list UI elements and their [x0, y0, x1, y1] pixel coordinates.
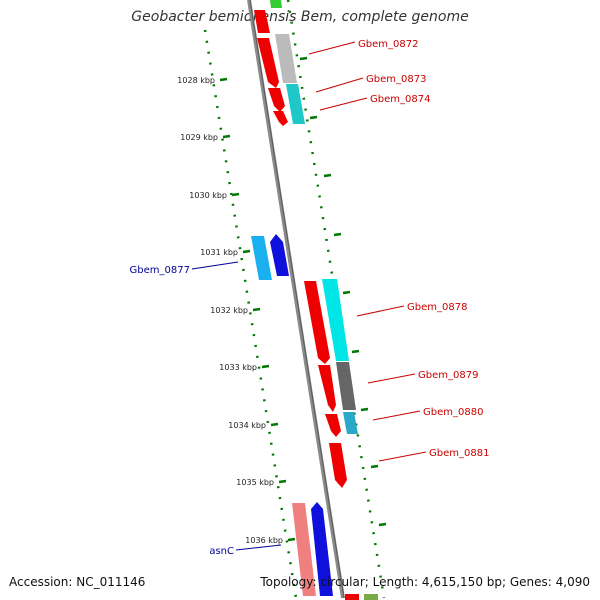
kbp-tick	[270, 422, 279, 427]
gene-block-cyan	[322, 279, 349, 361]
gene-block-gray	[275, 34, 297, 83]
gene-label[interactable]: Gbem_0879	[418, 370, 478, 381]
gene-block-red	[304, 281, 330, 364]
track-tick	[351, 349, 360, 354]
kbp-tick	[261, 364, 270, 369]
gene-label-leader	[308, 41, 356, 55]
gene-label-leader	[372, 410, 421, 421]
track-tick	[360, 407, 369, 412]
track-tick	[370, 464, 379, 469]
gene-label[interactable]: Gbem_0873	[366, 74, 426, 85]
forward-genes	[254, 10, 359, 600]
gene-labels: Gbem_0872 Gbem_0873 Gbem_0874 Gbem_0877 Gbem…	[130, 39, 490, 557]
kbp-label: 1035 kbp	[236, 478, 274, 487]
gene-label[interactable]: Gbem_0881	[429, 448, 489, 459]
kbp-tick	[278, 479, 287, 484]
gene-label[interactable]: Gbem_0874	[370, 94, 430, 105]
gene-block-blue	[311, 502, 333, 596]
kbp-label: 1028 kbp	[177, 76, 215, 85]
gene-label-leader	[367, 373, 416, 384]
forward-genes-secondary	[270, 0, 378, 600]
kbp-label: 1030 kbp	[189, 191, 227, 200]
kbp-label: 1031 kbp	[200, 248, 238, 257]
genome-title: Geobacter bemidjiensis Bem, complete gen…	[131, 9, 469, 25]
gene-block-green	[270, 0, 282, 8]
backbone-shadow	[249, 0, 345, 599]
gene-block-red	[268, 88, 285, 112]
gene-block-blue	[343, 412, 358, 434]
gene-block-cyan	[286, 84, 305, 124]
topology-text: Topology: circular; Length: 4,615,150 bp…	[260, 575, 590, 589]
track-tick	[333, 232, 342, 237]
kbp-tick	[219, 77, 228, 82]
gene-block-red	[345, 594, 359, 600]
track-tick	[309, 115, 318, 120]
inner-dotted-track	[286, 0, 386, 599]
backbone-line	[247, 0, 345, 599]
gene-label-leader	[315, 77, 364, 93]
reverse-genes	[251, 234, 333, 596]
gene-block-olive	[364, 594, 378, 600]
gene-label[interactable]: Gbem_0878	[407, 302, 467, 313]
gene-label-leader	[319, 97, 368, 111]
track-tick	[299, 56, 308, 61]
gene-label[interactable]: asnC	[209, 546, 234, 557]
gene-label[interactable]: Gbem_0872	[358, 39, 418, 50]
kbp-label: 1032 kbp	[210, 306, 248, 315]
kbp-tick	[222, 134, 231, 139]
gene-label-leader	[356, 305, 405, 317]
gene-label[interactable]: Gbem_0877	[130, 265, 190, 276]
gene-block-red	[325, 414, 341, 437]
gene-block-lightblue	[251, 236, 272, 280]
gene-block-blue	[270, 234, 289, 276]
kbp-ruler: 1028 kbp 1029 kbp 1030 kbp 1031 kbp 1032 kbp…	[177, 56, 387, 545]
gene-block-red	[273, 111, 288, 126]
track-tick	[378, 522, 387, 527]
gene-block-pink	[292, 503, 316, 596]
track-tick	[342, 290, 351, 295]
kbp-tick	[242, 249, 251, 254]
track-tick	[323, 173, 332, 178]
kbp-tick	[287, 537, 296, 542]
gene-block-darkgray	[336, 362, 356, 410]
kbp-label: 1036 kbp	[245, 536, 283, 545]
gene-label-leader	[235, 544, 282, 551]
gene-block-red	[257, 38, 279, 88]
gene-label[interactable]: Gbem_0880	[423, 407, 483, 418]
gene-label-leader	[378, 451, 427, 462]
gene-block-red	[329, 443, 347, 488]
kbp-tick	[252, 307, 261, 312]
outer-dotted-track	[203, 29, 298, 599]
kbp-tick	[231, 192, 240, 197]
gene-block-red	[254, 10, 270, 33]
gene-block-red	[318, 365, 336, 412]
kbp-label: 1029 kbp	[180, 133, 218, 142]
kbp-label: 1033 kbp	[219, 363, 257, 372]
kbp-label: 1034 kbp	[228, 421, 266, 430]
gene-label-leader	[191, 261, 239, 270]
accession-text: Accession: NC_011146	[9, 575, 146, 589]
